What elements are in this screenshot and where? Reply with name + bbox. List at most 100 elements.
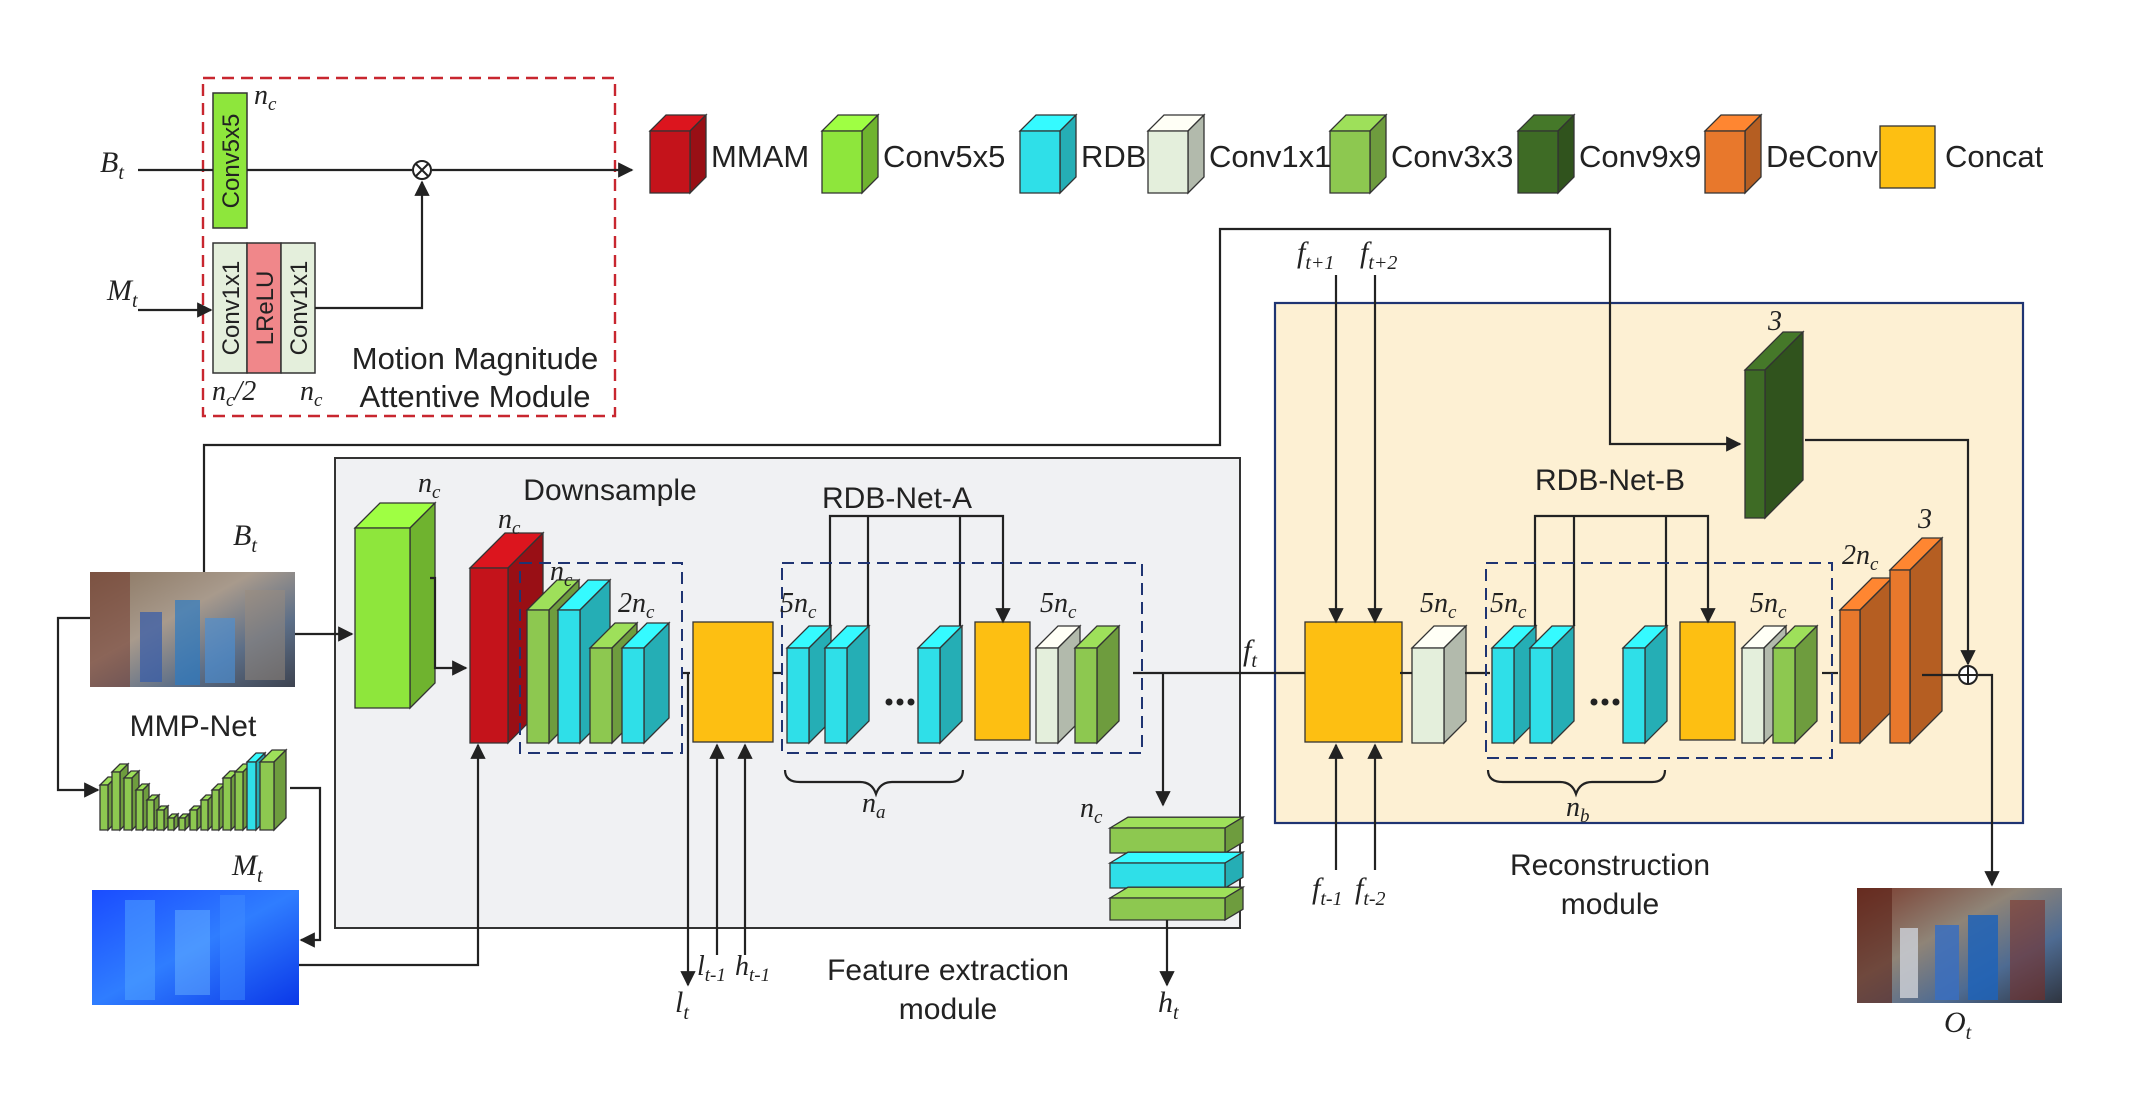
ot-label: Ot	[1944, 1006, 1972, 1044]
rdbnet-a-conv3x3-block	[1073, 624, 1121, 745]
mmam-lrelu-block: LReLU	[246, 242, 282, 374]
ftm2-label: ft-2	[1355, 872, 1386, 910]
mmam-mt-label: Mt	[106, 274, 138, 312]
mmp-net-layer	[155, 804, 170, 832]
mmam-conv1x1-label-a: Conv1x1	[218, 261, 245, 356]
mmam-nc-right-label: nc	[300, 376, 323, 411]
mmam-block	[468, 531, 545, 745]
rdbnet-a-conv1x1-block	[1034, 624, 1082, 745]
conv9x9-block	[1743, 330, 1805, 520]
hidden-state-slab-2	[1107, 851, 1246, 890]
motion-map-image	[92, 890, 299, 1005]
mmam-conv5x5-block: Conv5x5	[212, 92, 248, 229]
mmam-nc-half-label: nc/2	[212, 376, 256, 411]
mmam-title-line2: Attentive Module	[360, 379, 591, 414]
legend-label-conv9x9: Conv9x9	[1579, 139, 1701, 174]
legend-swatch-conv5x5	[820, 113, 880, 195]
mmp-net-blocks	[98, 748, 288, 832]
legend-swatch-conv9x9	[1516, 113, 1576, 195]
rdbnet-a-concat-block	[974, 621, 1031, 741]
lt-label: lt	[675, 986, 689, 1024]
network-blocks	[353, 330, 1944, 922]
ftp2-label: ft+2	[1360, 236, 1397, 274]
legend-swatch-concat	[1879, 125, 1936, 189]
bt-to-mmp-wire	[56, 616, 100, 798]
legend-label-rdb: RDB	[1081, 139, 1146, 174]
rdbnet-a-ellipsis	[885, 698, 915, 706]
mmam-nc-top-label: nc	[254, 80, 277, 115]
connections	[56, 227, 2000, 987]
nb-label: nb	[1566, 792, 1590, 827]
reconstruction-label-line2: module	[1561, 888, 1659, 921]
downsample-label: Downsample	[523, 474, 696, 507]
legend-label-conv1x1: Conv1x1	[1209, 139, 1331, 174]
mmam-lrelu-label: LReLU	[252, 271, 279, 346]
rdbnet-a-5nc-left-label: 5nc	[780, 588, 817, 623]
ftm1-label: ft-1	[1312, 872, 1343, 910]
hidden-state-slab-1	[1107, 816, 1246, 855]
mmp-to-mt-wire	[290, 786, 322, 948]
reconstruction-label-line1: Reconstruction	[1510, 849, 1710, 882]
legend-label-mmam: MMAM	[711, 139, 809, 174]
legend-label-concat: Concat	[1945, 139, 2044, 174]
rdbnet-b-5nc-right-label: 5nc	[1750, 588, 1787, 623]
rdbnet-a-5nc-right-label: 5nc	[1040, 588, 1077, 623]
bt-to-conv9-wire	[202, 227, 1742, 572]
legend-label-conv3x3: Conv3x3	[1391, 139, 1513, 174]
lt1-label: lt-1	[697, 951, 726, 986]
blurry-input-image	[90, 572, 295, 687]
legend-swatch-conv3x3	[1328, 113, 1388, 195]
mmam-conv1x1-label-b: Conv1x1	[286, 261, 313, 356]
conv5-to-mmam-wire	[430, 576, 468, 676]
deconv-block-1	[1838, 576, 1894, 745]
legend-swatch-conv1x1	[1146, 113, 1206, 195]
feature-extraction-label-line2: module	[899, 993, 997, 1026]
mmam-conv1x1-block-b: Conv1x1	[280, 242, 316, 374]
recon-concat-block	[1304, 621, 1403, 743]
legend-swatch-rdb	[1018, 113, 1078, 195]
rdbnet-b-concat-block	[1679, 621, 1736, 741]
deconv-block-2	[1888, 536, 1944, 745]
conv5-nc-label: nc	[418, 468, 441, 503]
mmp-net-layer	[199, 793, 215, 832]
rdbnet-b-group-dashed	[1485, 562, 1833, 759]
rdbnet-b-rdb-block-3	[1621, 624, 1669, 745]
rdbnet-b-label: RDB-Net-B	[1535, 464, 1685, 497]
deconv-2nc-label: 2nc	[1842, 540, 1879, 575]
rdbnet-b-5nc-left-label: 5nc	[1490, 588, 1527, 623]
sum-icon	[1958, 665, 1978, 685]
legend-label-deconv: DeConv	[1766, 139, 1878, 174]
downsample-group-dashed	[519, 562, 683, 754]
mmam-attention-to-mult	[315, 180, 430, 310]
deconv-three-label: 3	[1917, 504, 1932, 535]
conv5x5-input-block	[353, 501, 437, 710]
legend-label-conv5x5: Conv5x5	[883, 139, 1005, 174]
mmam-conv5x5-label: Conv5x5	[218, 114, 245, 209]
downsample-2nc-label: 2nc	[618, 588, 655, 623]
downsample-rdb-block-2	[620, 621, 671, 745]
ft-label: ft	[1243, 634, 1257, 672]
rdbnet-b-rdb-block-2	[1528, 624, 1576, 745]
multiply-icon	[412, 160, 432, 180]
mmam-bt-label: Bt	[100, 146, 124, 184]
rdbnet-a-label: RDB-Net-A	[822, 482, 972, 515]
conv9-three-label: 3	[1767, 306, 1782, 337]
bt-label: Bt	[233, 519, 257, 557]
rdbnet-b-conv3x3-block	[1771, 624, 1819, 745]
nb-brace	[1486, 769, 1667, 798]
mmp-net-layer	[177, 812, 191, 832]
stack-nc-label: nc	[1080, 793, 1103, 828]
mt-label: Mt	[231, 849, 263, 887]
legend-swatch-deconv	[1703, 113, 1763, 195]
conv9-to-sum-wire	[1805, 438, 1976, 666]
ftp1-label: ft+1	[1297, 236, 1334, 274]
na-brace	[783, 769, 965, 798]
downsample-nc-label: nc	[550, 556, 573, 591]
sum-to-output-wire	[1978, 673, 2000, 887]
mmam-nc-label: nc	[498, 504, 521, 539]
output-sharp-image	[1857, 888, 2062, 1003]
rdbnet-b-skip-1	[1533, 514, 1716, 626]
feature-extraction-label-line1: Feature extraction	[827, 954, 1069, 987]
mmp-net-layer	[258, 748, 288, 832]
